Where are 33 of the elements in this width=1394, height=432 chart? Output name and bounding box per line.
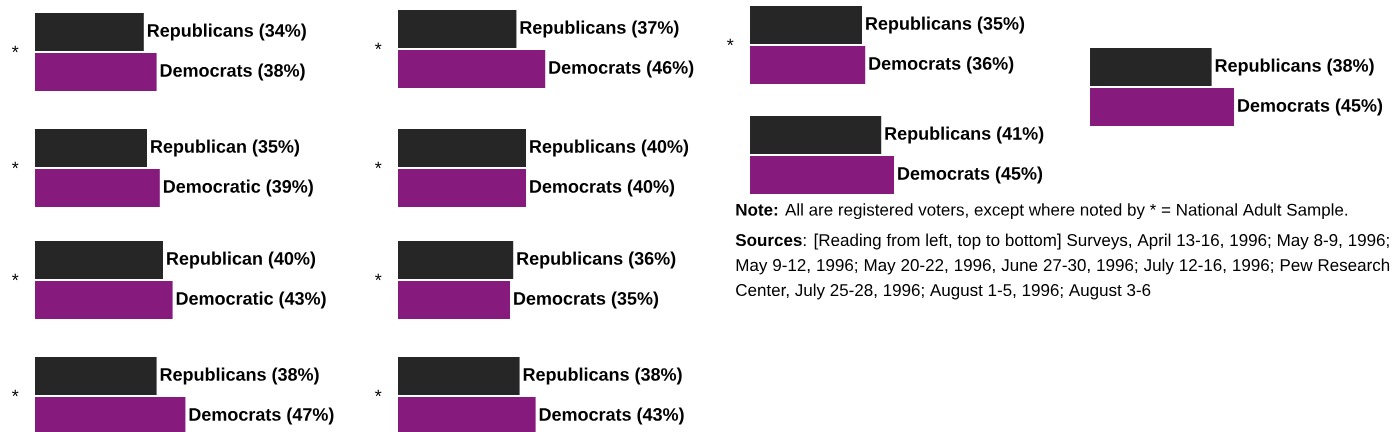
text: * [375,273,382,281]
data-label: Democratic (39%) [163,179,313,197]
data-label: Republicans (40%) [530,139,689,157]
data-label: Democrats (46%) [549,60,694,78]
text: * [375,389,382,397]
data-label: Democrats (35%) [514,291,659,309]
data-label: Republicans (38%) [160,367,319,385]
data-label: Republican (35%) [151,139,300,157]
text: * [12,273,19,281]
text: Sources: [Reading from left, top to bottom] Surveys, April 13-16, 1996; May 8-9, 1996; May 9-12, 1996; May 20-22, 1996, June 27-30, 1996; July 12-16, 1996; Pew Research Center, July 25-28, 1996; August 1-5, 1996; August 3-6 [735,233,1390,300]
text: * [375,161,382,169]
data-label: Democrats (38%) [160,63,305,81]
data-label: Democrats (47%) [189,407,334,425]
data-label: Republicans (36%) [517,251,676,269]
data-label: Democratic (43%) [176,291,326,309]
data-label: Republicans (38%) [523,367,682,385]
data-label: Republicans (34%) [147,23,306,41]
data-label: Republicans (35%) [866,16,1025,34]
data-label: Democrats (40%) [530,179,675,197]
text: * [12,389,19,397]
text: * [375,42,382,50]
text: * [12,161,19,169]
data-label: Republicans (41%) [885,126,1044,144]
data-label: Republicans (37%) [520,20,679,38]
data-label: Republicans (38%) [1215,58,1374,76]
data-label: Democrats (45%) [1238,98,1383,116]
text: Note: All are registered voters, except where noted by * = National Adult Sample. [736,203,1348,220]
data-label: Democrats (43%) [539,407,684,425]
text: * [12,45,19,53]
data-label: Republican (40%) [167,251,316,269]
data-label: Democrats (45%) [898,166,1043,184]
data-label: Democrats (36%) [869,56,1014,74]
text: * [727,38,734,46]
